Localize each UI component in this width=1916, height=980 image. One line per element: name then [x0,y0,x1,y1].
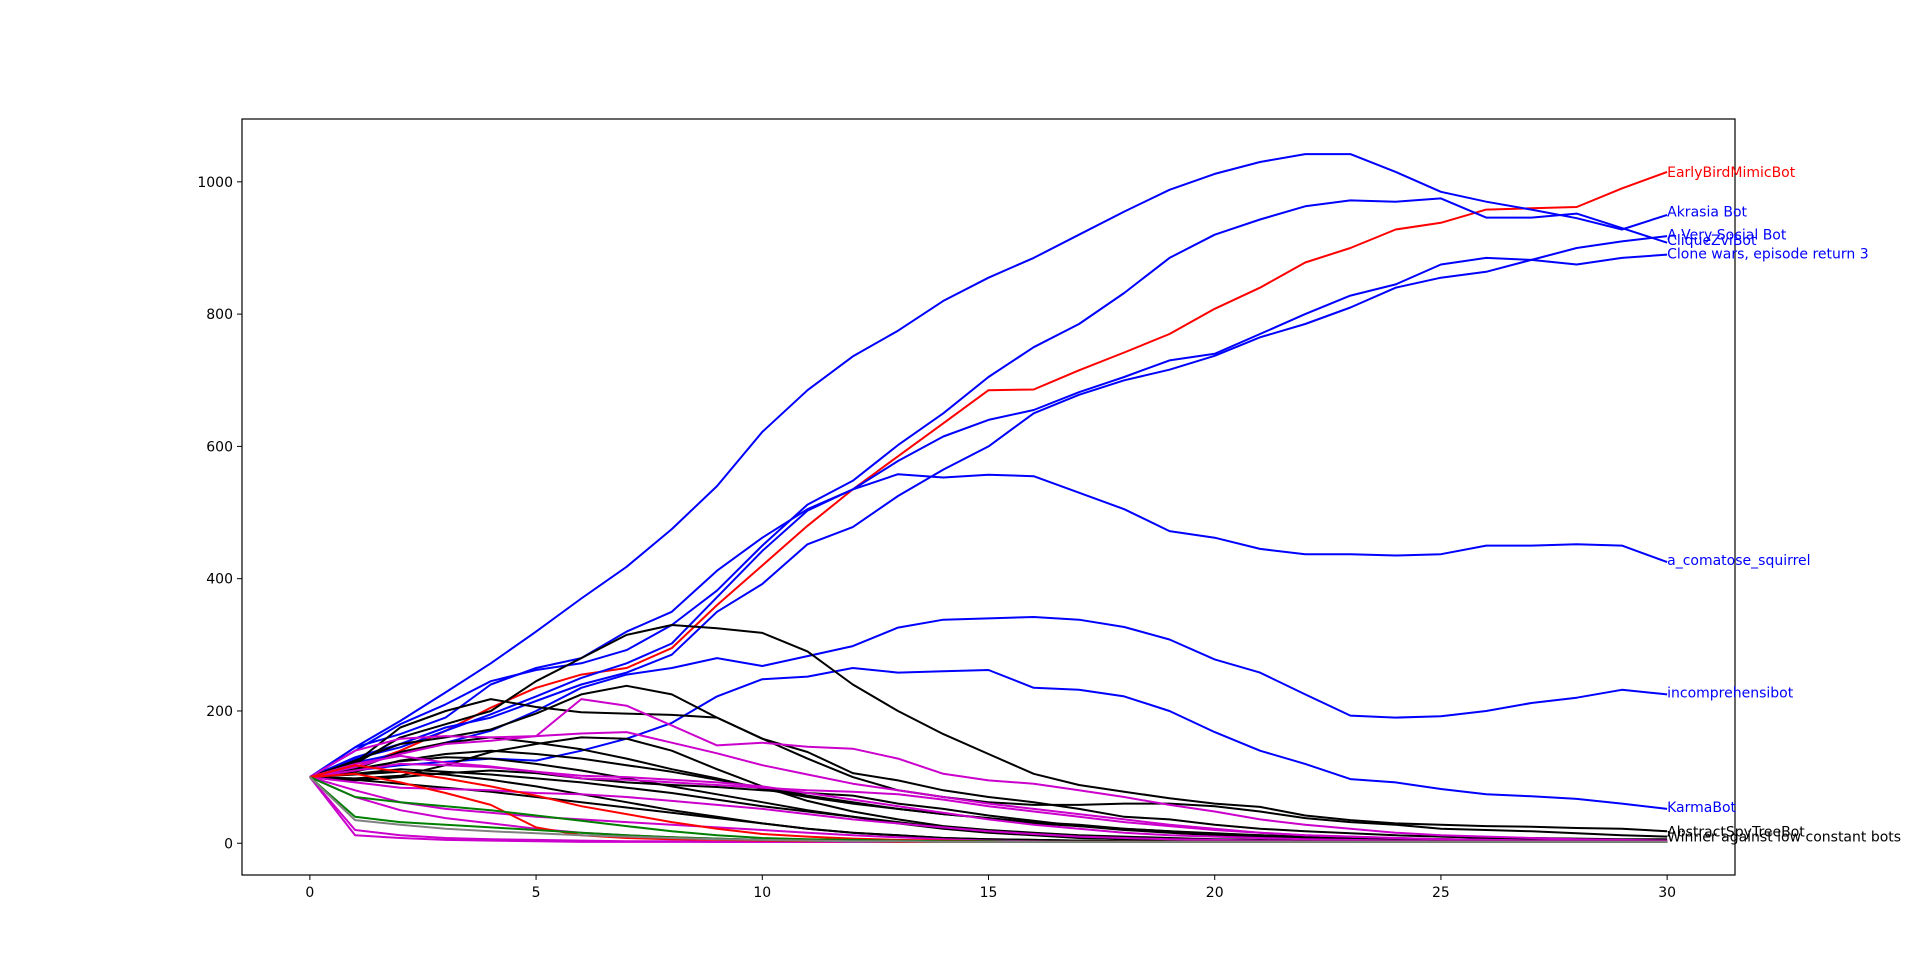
series-label-3: CliqueZviBot [1667,233,1757,249]
y-tick-label: 800 [206,307,233,323]
series-line-3 [309,253,1668,778]
y-tick-label: 200 [206,704,233,720]
series-label-2: A Very Social Bot [1667,228,1787,244]
x-tick-label: 0 [305,885,314,901]
x-tick-label: 5 [532,885,541,901]
y-tick-label: 400 [206,572,233,588]
series-label-6: incomprehensibot [1667,685,1794,701]
y-tick-label: 0 [224,836,233,852]
series-line-7 [309,667,1668,810]
series-label-0: EarlyBirdMimicBot [1667,165,1796,181]
series-label-8: AbstractSpyTreeBot [1667,824,1805,840]
x-tick-label: 30 [1658,885,1676,901]
y-axis-ticks: 0 200 400 600 800 1000 [197,175,242,852]
series-line-20 [309,698,1668,842]
series-line-5 [309,473,1668,779]
series-line-8 [309,624,1668,833]
x-tick-label: 10 [753,885,771,901]
series-label-7: KarmaBot [1667,800,1736,816]
series-label-5: a_comatose_squirrel [1667,553,1810,569]
series-line-4 [309,235,1668,779]
x-axis-ticks: 0 5 10 15 20 25 30 [305,875,1676,901]
series-label-1: Akrasia Bot [1667,205,1747,221]
series-lines [309,153,1668,843]
x-tick-label: 20 [1206,885,1224,901]
series-line-0 [309,170,1668,779]
series-labels: EarlyBirdMimicBot Akrasia Bot A Very Socia… [1667,165,1901,846]
x-tick-label: 25 [1432,885,1450,901]
series-line-6 [309,616,1668,779]
series-line-10 [309,698,1668,841]
series-label-4: Clone wars, episode return 3 [1667,246,1869,262]
y-tick-label: 600 [206,439,233,455]
x-tick-label: 15 [980,885,998,901]
series-line-32 [309,776,1668,843]
y-tick-label: 1000 [197,175,233,191]
series-line-9 [309,684,1668,838]
series-line-2 [309,197,1668,778]
series-label-9: Winner against low constant bots [1667,830,1901,846]
series-line-1 [309,153,1668,778]
